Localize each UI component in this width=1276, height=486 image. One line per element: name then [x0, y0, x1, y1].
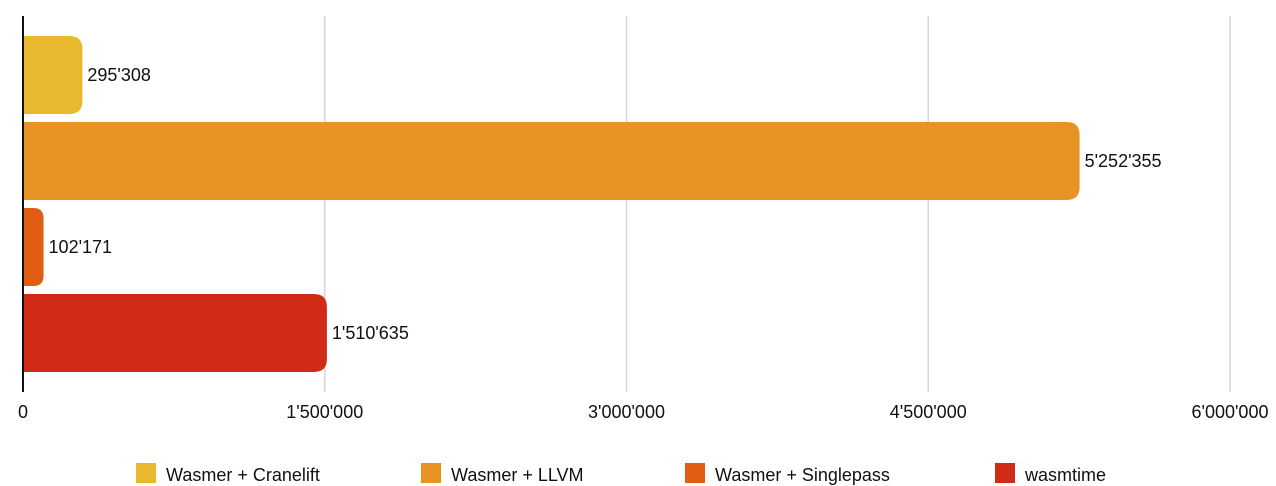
legend-swatch — [685, 463, 705, 483]
legend-item: Wasmer + Cranelift — [136, 463, 320, 485]
bar-value-label: 102'171 — [49, 237, 113, 257]
legend-label: wasmtime — [1024, 465, 1106, 485]
x-tick-label: 3'000'000 — [588, 402, 665, 422]
legend-label: Wasmer + Cranelift — [166, 465, 320, 485]
x-tick-label: 0 — [18, 402, 28, 422]
bar — [23, 208, 44, 286]
grid-lines — [324, 16, 1231, 392]
legend-swatch — [421, 463, 441, 483]
bars — [23, 36, 1080, 372]
bar — [23, 122, 1080, 200]
x-tick-label: 1'500'000 — [286, 402, 363, 422]
bar — [23, 36, 83, 114]
bar-value-labels: 295'308 5'252'355 102'171 1'510'635 — [49, 65, 1162, 343]
legend-item: Wasmer + LLVM — [421, 463, 584, 485]
x-axis-tick-labels: 0 1'500'000 3'000'000 4'500'000 6'000'000 — [18, 402, 1268, 422]
bar — [23, 294, 327, 372]
bar-value-label: 295'308 — [87, 65, 151, 85]
x-tick-label: 4'500'000 — [890, 402, 967, 422]
legend-label: Wasmer + LLVM — [451, 465, 584, 485]
legend-swatch — [136, 463, 156, 483]
bar-value-label: 5'252'355 — [1085, 151, 1162, 171]
bar-value-label: 1'510'635 — [332, 323, 409, 343]
legend: Wasmer + Cranelift Wasmer + LLVM Wasmer + … — [136, 463, 1106, 485]
x-tick-label: 6'000'000 — [1192, 402, 1269, 422]
legend-item: Wasmer + Singlepass — [685, 463, 890, 485]
legend-label: Wasmer + Singlepass — [715, 465, 890, 485]
legend-item: wasmtime — [995, 463, 1106, 485]
legend-swatch — [995, 463, 1015, 483]
